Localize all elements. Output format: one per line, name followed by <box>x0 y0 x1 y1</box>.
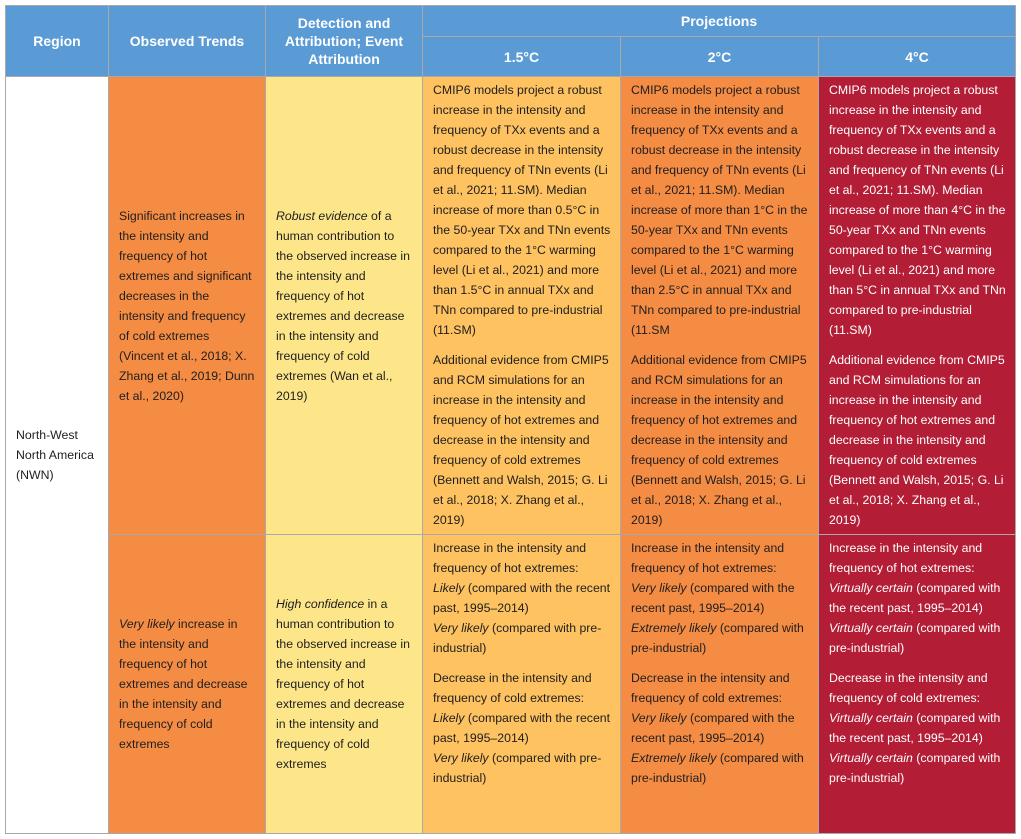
cold-extremes-paragraph: Decrease in the intensity and frequency … <box>631 668 810 788</box>
recent-past-note: (compared with the recent past, 1995–201… <box>829 711 1001 745</box>
projection-4c-cell: Increase in the intensity and frequency … <box>817 534 1017 834</box>
hot-intro: Increase in the intensity and frequency … <box>631 541 785 575</box>
table-row: North-West North America (NWN) Significa… <box>5 76 1017 834</box>
likelihood-term: Very likely <box>631 581 687 595</box>
header-projections: Projections <box>421 5 1017 37</box>
observed-trends-cell: Significant increases in the intensity a… <box>108 76 266 535</box>
hot-extremes-paragraph: Increase in the intensity and frequency … <box>433 538 612 658</box>
likelihood-term: Extremely likely <box>631 751 717 765</box>
hot-intro: Increase in the intensity and frequency … <box>433 541 587 575</box>
projection-1-5c-cell: CMIP6 models project a robust increase i… <box>422 76 621 535</box>
header-observed-trends: Observed Trends <box>108 5 266 77</box>
pre-industrial-note: (compared with pre-industrial) <box>631 621 804 655</box>
observed-trends-cell: Very likely increase in the intensity an… <box>108 534 266 834</box>
cold-extremes-paragraph: Decrease in the intensity and frequency … <box>829 668 1007 788</box>
likelihood-term: Likely <box>433 711 465 725</box>
likelihood-term: Likely <box>433 581 465 595</box>
cold-intro: Decrease in the intensity and frequency … <box>829 671 988 705</box>
projection-4c-cell: CMIP6 models project a robust increase i… <box>817 76 1017 535</box>
pre-industrial-note: (compared with pre-industrial) <box>433 621 602 655</box>
hot-extremes-paragraph: Increase in the intensity and frequency … <box>829 538 1007 658</box>
recent-past-note: (compared with the recent past, 1995–201… <box>829 581 1001 615</box>
recent-past-note: (compared with the recent past, 1995–201… <box>631 711 795 745</box>
cold-intro: Decrease in the intensity and frequency … <box>631 671 790 705</box>
likelihood-term: Virtually certain <box>829 621 913 635</box>
likelihood-term: Very likely <box>433 621 489 635</box>
detection-cell: Robust evidence of a human contribution … <box>265 76 423 535</box>
hot-extremes-paragraph: Increase in the intensity and frequency … <box>631 538 810 658</box>
confidence-term: Robust evidence <box>276 208 368 223</box>
projection-paragraph: Additional evidence from CMIP5 and RCM s… <box>433 353 609 527</box>
header-projection-1-5c: 1.5°C <box>422 36 621 77</box>
projection-paragraph: CMIP6 models project a robust increase i… <box>829 83 1006 337</box>
confidence-term: High confidence <box>276 597 365 611</box>
pre-industrial-note: (compared with pre-industrial) <box>433 751 602 785</box>
header-projection-2c: 2°C <box>620 36 819 77</box>
projection-1-5c-cell: Increase in the intensity and frequency … <box>422 534 621 834</box>
projection-2c-cell: CMIP6 models project a robust increase i… <box>620 76 819 535</box>
pre-industrial-note: (compared with pre-industrial) <box>631 751 804 785</box>
likelihood-term: Very likely <box>119 617 175 631</box>
recent-past-note: (compared with the recent past, 1995–201… <box>631 581 795 615</box>
projection-paragraph: Additional evidence from CMIP5 and RCM s… <box>829 353 1005 527</box>
projection-paragraph: CMIP6 models project a robust increase i… <box>433 83 611 337</box>
likelihood-term: Very likely <box>631 711 687 725</box>
likelihood-term: Virtually certain <box>829 581 913 595</box>
header-detection-attribution: Detection and Attribution; Event Attribu… <box>265 5 423 77</box>
region-cell: North-West North America (NWN) <box>5 76 109 834</box>
observed-text: increase in the intensity and frequency … <box>119 617 248 751</box>
cold-extremes-paragraph: Decrease in the intensity and frequency … <box>433 668 612 788</box>
cold-intro: Decrease in the intensity and frequency … <box>433 671 592 705</box>
recent-past-note: (compared with the recent past, 1995–201… <box>433 711 611 745</box>
likelihood-term: Virtually certain <box>829 751 913 765</box>
detection-cell: High confidence in a human contribution … <box>265 534 423 834</box>
detection-text: of a human contribution to the observed … <box>276 208 410 403</box>
detection-text: in a human contribution to the observed … <box>276 597 410 771</box>
likelihood-term: Virtually certain <box>829 711 913 725</box>
recent-past-note: (compared with the recent past, 1995–201… <box>433 581 611 615</box>
header-region: Region <box>5 5 109 77</box>
likelihood-term: Very likely <box>433 751 489 765</box>
pre-industrial-note: (compared with pre-industrial) <box>829 621 1001 655</box>
pre-industrial-note: (compared with pre-industrial) <box>829 751 1001 785</box>
assessment-table: Region Observed Trends Detection and Att… <box>5 5 1017 834</box>
projection-paragraph: CMIP6 models project a robust increase i… <box>631 83 808 337</box>
projection-2c-cell: Increase in the intensity and frequency … <box>620 534 819 834</box>
header-projection-4c: 4°C <box>817 36 1017 77</box>
hot-intro: Increase in the intensity and frequency … <box>829 541 983 575</box>
table-row: Very likely increase in the intensity an… <box>6 534 1017 834</box>
likelihood-term: Extremely likely <box>631 621 717 635</box>
projection-paragraph: Additional evidence from CMIP5 and RCM s… <box>631 353 807 527</box>
